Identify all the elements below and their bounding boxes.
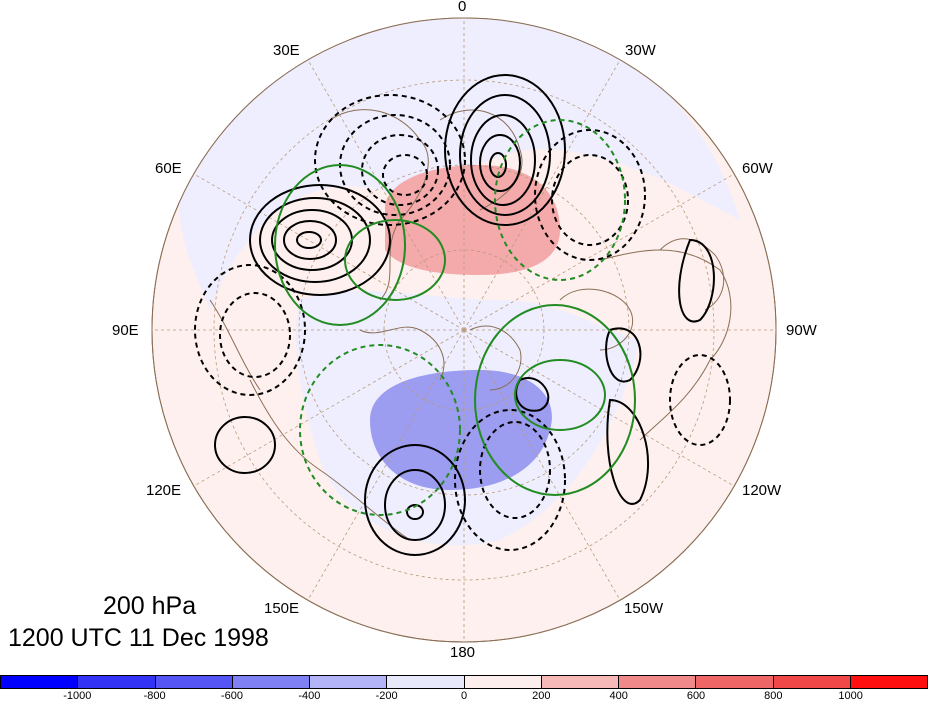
colorbar-segment [232, 676, 310, 688]
colorbar-segment [1, 676, 79, 688]
lon-label-60w: 60W [742, 160, 773, 177]
lon-label-90e: 90E [112, 322, 139, 339]
green-dashed-contours [299, 119, 626, 516]
colorbar-tick-label: 1000 [838, 690, 863, 702]
colorbar-tick-label: -800 [143, 690, 166, 702]
coastlines [209, 109, 732, 541]
colorbar-tick-label: 0 [460, 690, 468, 702]
lon-label-60e: 60E [155, 160, 182, 177]
graticule [152, 18, 776, 642]
lon-label-30e: 30E [273, 42, 300, 59]
colorbar-tick-label: -200 [375, 690, 398, 702]
colorbar-segment [619, 676, 697, 688]
lon-label-120w: 120W [742, 482, 782, 499]
shade-positive [385, 165, 560, 275]
lon-label-120e: 120E [146, 482, 182, 499]
colorbar-tick-label: 600 [686, 690, 706, 702]
lon-label-0: 0 [458, 0, 467, 15]
colorbar-tick-label: 400 [609, 690, 628, 702]
colorbar-segment [850, 676, 927, 688]
lon-label-30w: 30W [625, 42, 656, 59]
lon-label-180: 180 [450, 644, 476, 661]
colorbar-tick-label: -600 [220, 690, 244, 702]
colorbar-segment [387, 676, 465, 688]
colorbar-tick-label: -400 [298, 690, 321, 702]
colorbar-tick-label: 200 [532, 690, 551, 702]
green-contours [274, 164, 636, 496]
colorbar-segment [696, 676, 774, 688]
colorbar-segment [155, 676, 233, 688]
lon-label-150e: 150E [264, 600, 300, 617]
colorbar-tick-label: 800 [764, 690, 783, 702]
colorbar [0, 675, 928, 689]
pressure-level-title: 200 hPa [103, 592, 197, 620]
valid-time-title: 1200 UTC 11 Dec 1998 [8, 624, 269, 652]
colorbar-tick-label: -1000 [63, 690, 92, 702]
colorbar-segment [464, 676, 542, 688]
colorbar-segment [773, 676, 851, 688]
lon-label-90w: 90W [786, 322, 817, 339]
colorbar-segment [78, 676, 156, 688]
colorbar-segment [310, 676, 388, 688]
colorbar-segment [541, 676, 619, 688]
lon-label-150w: 150W [624, 600, 664, 617]
